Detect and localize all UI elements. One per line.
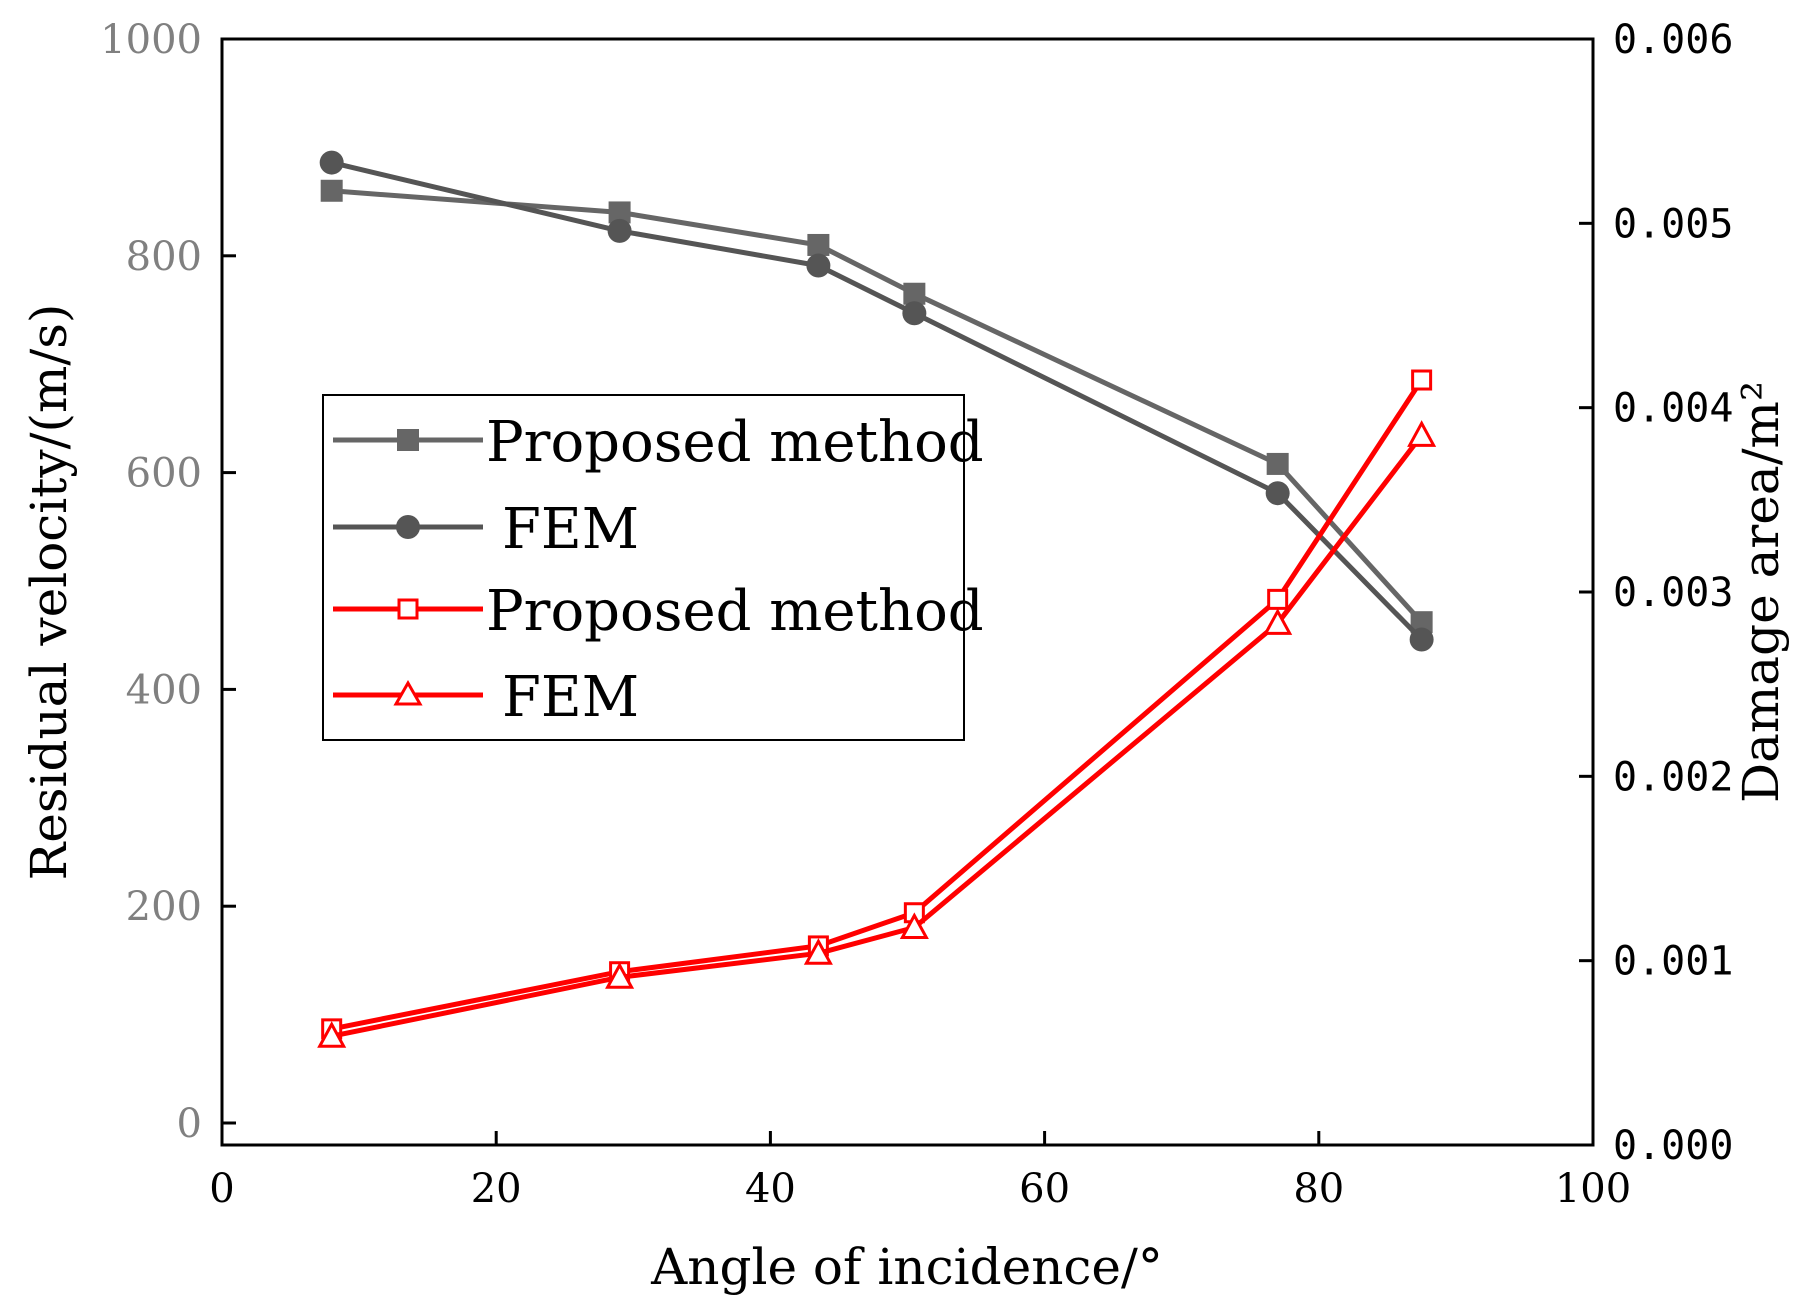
x-tick-label: 100 [1555, 1166, 1631, 1212]
legend: Proposed method FEM Proposed method FEM [322, 394, 984, 741]
data-point [317, 1021, 347, 1048]
data-point [319, 150, 344, 175]
legend-marker-filled-square [397, 429, 419, 451]
y-right-tick-label: 0.004 [1613, 386, 1733, 432]
data-point [320, 179, 343, 202]
y-left-tick-label: 200 [126, 884, 202, 930]
data-point [1266, 452, 1289, 475]
series-line [331, 160, 1424, 642]
data-point [607, 218, 632, 243]
x-axis-label: Angle of incidence/° [650, 1238, 1163, 1296]
legend-box [322, 394, 965, 741]
y-axis-left-label: Residual velocity/(m/s) [20, 304, 78, 881]
data-point [807, 233, 830, 256]
series [317, 150, 1437, 1048]
legend-label-proposed-velocity: Proposed method [486, 410, 984, 475]
series-line [331, 188, 1424, 624]
y-right-tick-label: 0.000 [1613, 1123, 1733, 1169]
series-line [331, 378, 1424, 1032]
data-point [1265, 481, 1290, 506]
data-point [899, 912, 929, 939]
x-tick-label: 0 [209, 1166, 234, 1212]
data-point [903, 282, 926, 305]
y-left-tick-label: 1000 [100, 17, 202, 63]
data-point [605, 962, 635, 989]
y-right-tick-label: 0.005 [1613, 201, 1733, 247]
legend-label-fem-velocity: FEM [502, 497, 639, 562]
y-right-tick-label: 0.001 [1613, 939, 1733, 985]
legend-label-fem-damage: FEM [502, 665, 639, 730]
y-right-tick-label: 0.002 [1613, 754, 1733, 800]
series-line [331, 433, 1424, 1039]
data-point [803, 938, 833, 965]
ticks: 0 20 40 60 80 100020040060080010000.0000.0010… [100, 17, 1733, 1212]
series-fem-damage [317, 420, 1437, 1048]
x-tick-label: 40 [745, 1166, 796, 1212]
x-tick-label: 60 [1019, 1166, 1070, 1212]
legend-marker-open-square [397, 598, 419, 620]
data-point [902, 301, 927, 326]
data-point [1411, 369, 1433, 391]
data-point [1267, 588, 1289, 610]
series-proposed-velocity [320, 179, 1433, 634]
data-point [1263, 608, 1293, 635]
legend-label-proposed-damage: Proposed method [486, 579, 984, 644]
series-fem-velocity [319, 150, 1434, 652]
data-point [1407, 420, 1437, 447]
x-tick-label: 20 [471, 1166, 522, 1212]
y-right-tick-label: 0.003 [1613, 570, 1733, 616]
data-point [608, 201, 631, 224]
data-point [1410, 611, 1433, 634]
y-axis-right-label: Damage area/m² [1732, 381, 1790, 803]
y-left-tick-label: 800 [126, 234, 202, 280]
y-left-tick-label: 400 [126, 667, 202, 713]
y-left-tick-label: 600 [126, 451, 202, 497]
y-left-tick-label: 0 [177, 1101, 202, 1147]
y-right-tick-label: 0.006 [1613, 17, 1733, 63]
x-tick-label: 80 [1293, 1166, 1344, 1212]
legend-marker-open-triangle [393, 679, 423, 706]
data-point [806, 253, 831, 278]
legend-marker-filled-circle [396, 515, 420, 539]
data-point [1409, 627, 1434, 652]
